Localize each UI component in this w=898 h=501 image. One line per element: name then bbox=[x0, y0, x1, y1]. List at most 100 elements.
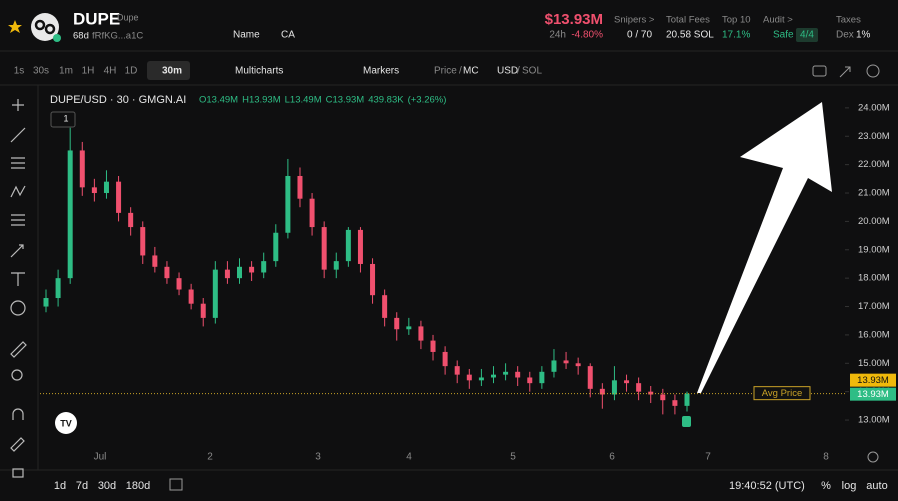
buy-marker bbox=[682, 416, 691, 427]
y-tick-label: 18.00M bbox=[858, 273, 890, 284]
tool-arrow[interactable] bbox=[10, 244, 24, 258]
clock: 19:40:52 (UTC) bbox=[729, 480, 805, 492]
candle-body bbox=[43, 298, 49, 307]
tool-emoji[interactable] bbox=[10, 300, 26, 316]
icon-calendar[interactable] bbox=[169, 478, 183, 491]
candle-body bbox=[599, 388, 605, 395]
tool-line[interactable] bbox=[10, 127, 26, 143]
separator: / bbox=[459, 66, 462, 77]
tool-ruler[interactable] bbox=[10, 341, 27, 358]
x-tick-label: 2 bbox=[207, 452, 213, 463]
range-button[interactable]: 180d bbox=[126, 480, 150, 492]
name-search[interactable]: Name bbox=[233, 30, 260, 41]
interval[interactable]: 1D bbox=[125, 66, 138, 77]
y-tick-label: 17.00M bbox=[858, 301, 890, 312]
auto-toggle[interactable]: auto bbox=[866, 480, 887, 492]
candle-body bbox=[478, 377, 484, 381]
candle-body bbox=[418, 326, 424, 341]
icon-camera[interactable] bbox=[812, 65, 827, 77]
y-tick-label: 21.00M bbox=[858, 188, 890, 199]
interval[interactable]: 1s bbox=[14, 66, 25, 77]
y-tick-label: 19.00M bbox=[858, 244, 890, 255]
avg-price-tag bbox=[753, 386, 811, 401]
snipers-label[interactable]: Snipers > bbox=[614, 15, 655, 26]
y-tick-label: 13.00M bbox=[858, 415, 890, 426]
x-tick-label: Jul bbox=[94, 452, 107, 463]
tool-fib[interactable] bbox=[11, 214, 25, 226]
multicharts[interactable]: Multicharts bbox=[235, 66, 283, 77]
candle-body bbox=[490, 374, 496, 378]
candle-body bbox=[454, 366, 460, 375]
address: fRfKG...a1C bbox=[92, 31, 143, 42]
candle-body bbox=[224, 269, 230, 279]
audit-label[interactable]: Audit > bbox=[763, 15, 793, 26]
change-period: 24h bbox=[549, 30, 566, 41]
candle-body bbox=[382, 295, 388, 318]
candle-body bbox=[79, 150, 85, 188]
icon-expand[interactable] bbox=[839, 66, 851, 78]
active-interval[interactable]: 30m bbox=[162, 66, 182, 77]
tool-brush[interactable] bbox=[10, 437, 25, 452]
candle-body bbox=[321, 227, 327, 270]
badge-box bbox=[50, 111, 76, 128]
icon-settings[interactable] bbox=[866, 64, 880, 78]
x-tick-label: 3 bbox=[315, 452, 321, 463]
change: -4.80% bbox=[571, 30, 603, 41]
active-interval-bg bbox=[147, 61, 190, 80]
tool-magnet[interactable] bbox=[12, 408, 24, 420]
legend-open: O13.49M bbox=[199, 95, 238, 106]
interval[interactable]: 4H bbox=[104, 66, 117, 77]
ca-search[interactable]: CA bbox=[281, 30, 295, 41]
interval[interactable]: 1m bbox=[59, 66, 73, 77]
interval[interactable]: 30s bbox=[33, 66, 49, 77]
log-toggle[interactable]: log bbox=[842, 480, 857, 492]
candle-body bbox=[103, 181, 109, 194]
logo-glyph bbox=[44, 23, 56, 35]
candle-body bbox=[527, 377, 533, 384]
range-button[interactable]: 1d bbox=[54, 480, 66, 492]
icon-axis-settings[interactable] bbox=[867, 451, 879, 463]
tool-channel[interactable] bbox=[11, 157, 25, 169]
candle-body bbox=[140, 227, 146, 256]
legend-change: (+3.26%) bbox=[408, 95, 447, 106]
taxes: 1% bbox=[856, 30, 871, 41]
age: 68d bbox=[73, 31, 89, 42]
top10-label: Top 10 bbox=[722, 15, 751, 26]
tv-logo-bg bbox=[55, 412, 77, 434]
audit-score-bg bbox=[796, 28, 818, 42]
mc-toggle: MC bbox=[463, 66, 479, 77]
y-tick-label: 20.00M bbox=[858, 216, 890, 227]
separator: / bbox=[517, 66, 520, 77]
token-name: Dupe bbox=[117, 12, 139, 22]
avg-price-box bbox=[850, 373, 896, 387]
favorite-star[interactable] bbox=[8, 20, 22, 33]
candle-body bbox=[345, 229, 351, 262]
tool-text[interactable] bbox=[11, 272, 25, 286]
avg-price-label: 13.93M bbox=[857, 375, 889, 386]
candle-body bbox=[515, 371, 521, 378]
candle-body bbox=[67, 150, 73, 279]
candle-body bbox=[128, 212, 134, 228]
candle-body bbox=[406, 326, 412, 330]
tool-crosshair[interactable] bbox=[12, 99, 24, 111]
interval[interactable]: 1H bbox=[82, 66, 95, 77]
range-button[interactable]: 7d bbox=[76, 480, 88, 492]
tool-pattern[interactable] bbox=[10, 185, 26, 198]
chart-title: DUPE/USD · 30 · GMGN.AI bbox=[50, 94, 186, 106]
range-button[interactable]: 30d bbox=[98, 480, 116, 492]
candle-body bbox=[575, 363, 581, 367]
markers[interactable]: Markers bbox=[363, 66, 399, 77]
candle-body bbox=[333, 261, 339, 270]
symbol: DUPE bbox=[73, 9, 120, 28]
candle-body bbox=[394, 317, 400, 330]
candle-body bbox=[672, 400, 678, 406]
y-tick-label: 23.00M bbox=[858, 131, 890, 142]
tool-zoom[interactable] bbox=[11, 369, 23, 381]
tool-lock[interactable] bbox=[12, 468, 24, 478]
taxes-source: Dex bbox=[836, 30, 854, 41]
candle-body bbox=[370, 263, 376, 296]
fees-label: Total Fees bbox=[666, 15, 710, 26]
x-tick-label: 4 bbox=[406, 452, 412, 463]
audit-score: 4/4 bbox=[800, 30, 814, 41]
percent-toggle[interactable]: % bbox=[821, 480, 831, 492]
